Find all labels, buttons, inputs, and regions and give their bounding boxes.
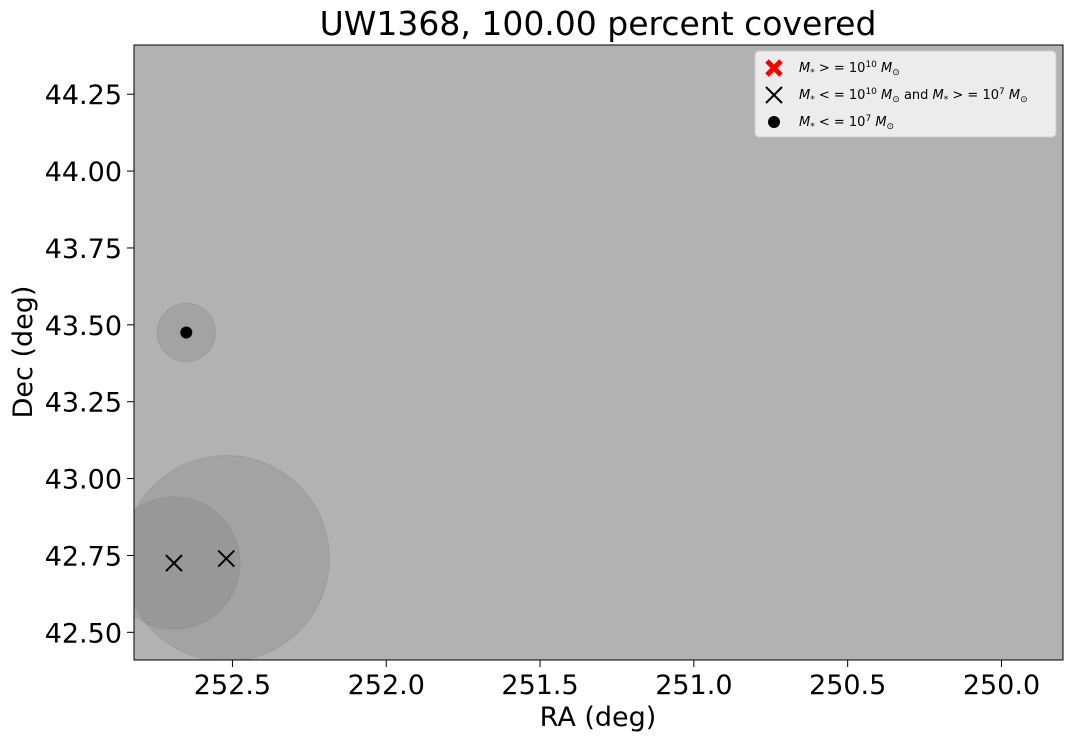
coverage-circles xyxy=(134,302,330,660)
legend-label: M* > = 1010 M⊙ xyxy=(799,60,900,78)
x-tick-label: 251.5 xyxy=(501,670,578,701)
black-dot-icon xyxy=(768,116,780,128)
dot-marker-point-2 xyxy=(180,326,193,339)
x-marker-point-0 xyxy=(217,549,235,568)
x-tick-label: 252.5 xyxy=(194,670,271,701)
x-tick-label: 250.0 xyxy=(963,670,1040,701)
x-marker-stroke xyxy=(217,549,235,568)
plot-area xyxy=(133,44,1064,661)
x-marker-stroke xyxy=(165,554,183,572)
y-tick-label: 44.25 xyxy=(45,80,122,111)
data-points xyxy=(165,326,235,572)
y-tick-label: 43.25 xyxy=(45,388,122,419)
y-axis: 42.50 42.75 43.00 43.25 43.50 43.75 44.00 44.25 xyxy=(45,80,134,649)
black-x-icon xyxy=(765,86,783,104)
x-marker-point-1 xyxy=(165,554,183,572)
legend-label: M* < = 107 M⊙ xyxy=(799,114,894,132)
y-tick-label: 43.50 xyxy=(45,311,122,342)
x-tick-label: 250.5 xyxy=(809,670,886,701)
x-axis: 252.5 252.0 251.5 251.0 250.5 250.0 xyxy=(194,660,1040,701)
plot-background xyxy=(134,45,1063,660)
y-tick-label: 44.00 xyxy=(45,157,122,188)
legend-item-0: M* > = 1010 M⊙ xyxy=(765,59,900,78)
x-axis-label: RA (deg) xyxy=(540,702,657,733)
legend-label: M* < = 1010 M⊙ and M* > = 107 M⊙ xyxy=(799,87,1028,105)
y-axis-label: Dec (deg) xyxy=(8,286,39,419)
y-tick-label: 43.00 xyxy=(45,465,122,496)
legend-item-2: M* < = 107 M⊙ xyxy=(768,114,894,132)
legend-box xyxy=(754,50,1057,138)
x-tick-label: 252.0 xyxy=(348,670,425,701)
plot-frame xyxy=(133,44,1064,661)
coverage-circle-1 xyxy=(134,496,241,630)
red-x-icon xyxy=(765,59,783,77)
x-tick-label: 251.0 xyxy=(655,670,732,701)
y-tick-label: 42.50 xyxy=(45,618,122,649)
y-tick-label: 42.75 xyxy=(45,541,122,572)
y-tick-label: 43.75 xyxy=(45,234,122,265)
chart-title: UW1368, 100.00 percent covered xyxy=(320,4,877,43)
legend: M* > = 1010 M⊙ M* < = 1010 M⊙ and M* > = … xyxy=(754,50,1057,138)
legend-item-1: M* < = 1010 M⊙ and M* > = 107 M⊙ xyxy=(765,86,1028,105)
coverage-circle-0 xyxy=(134,455,330,660)
